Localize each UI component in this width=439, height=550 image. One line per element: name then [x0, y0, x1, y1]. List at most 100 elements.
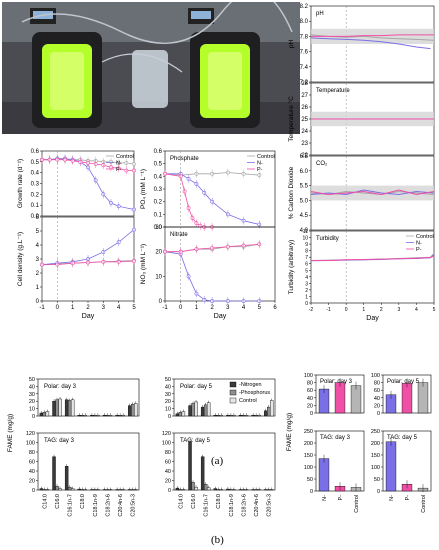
ph-series-P--line — [311, 34, 434, 37]
fame-polar-d5-ytick-label: 50 — [165, 377, 171, 383]
fame-total-tag-d5-category-label: N- — [389, 495, 395, 501]
nitrate-annotation: Nitrate — [170, 232, 188, 238]
fame-polar-d3-bar--Nitrogen — [39, 412, 44, 417]
turbidity-ytick-label: 0 — [305, 301, 308, 307]
fame-tag-d3-ytick-label: 40 — [29, 469, 35, 475]
caption-b: (b) — [211, 534, 224, 546]
fame-polar-d5-bar--Phosphorus — [191, 403, 195, 417]
fame-tag-d3-ytick-label: 80 — [29, 450, 35, 456]
fame-tag-d3-bar--Phosphorus — [55, 486, 59, 491]
fame-tag-d3-category-label: C16:1n-7 — [68, 494, 74, 517]
fame-tag-d5-category-label: C14:0 — [178, 494, 184, 509]
temperature-ylabel: Temperature °C — [287, 96, 295, 142]
density-ylabel: Cell density (g.L⁻¹) — [17, 232, 24, 286]
fame-polar-d5-bar--Nitrogen — [188, 405, 192, 417]
fame-tag-d3-bar--Phosphorus — [67, 486, 72, 491]
fame-legend-label: -Nitrogen — [239, 382, 262, 388]
fame-total-tag-d5-ytick-label: 0 — [377, 489, 380, 495]
fame-polar-d3-label: Polar: day 3 — [44, 384, 77, 390]
turbidity-xtick-label: 2 — [380, 307, 383, 313]
fame-tag-d3-category-label: C18:2n-6 — [105, 494, 111, 517]
growth-legend-label: N- — [116, 161, 122, 167]
nitrate-xlabel: Day — [214, 313, 227, 320]
growth-ytick-label: 0.6 — [31, 149, 40, 155]
fame-tag-d3-label: TAG: day 3 — [44, 438, 75, 444]
fame-polar-d5-bar--Nitrogen — [226, 415, 230, 417]
fame-tag-d5-bar-Control — [206, 487, 211, 491]
turbidity-ytick-label: 8 — [305, 249, 308, 255]
temperature-ytick-label: 27 — [301, 93, 308, 99]
fame-polar-d5-bar-Control — [257, 415, 261, 417]
fame-polar-d3-bar--Phosphorus — [105, 415, 110, 417]
turbidity-legend-label: P- — [416, 247, 422, 253]
fame-total-polar-d5-ytick-label: 60 — [374, 388, 380, 394]
fame-total-tag-d3-category-label: N- — [322, 495, 328, 501]
turbidity-xtick-label: -2 — [309, 307, 314, 313]
fame-polar-d5-ytick-label: 0 — [168, 414, 171, 420]
turbidity-ytick-label: 9 — [305, 242, 308, 248]
fame-polar-d3-ytick-label: 20 — [29, 399, 35, 405]
co2-ytick-label: 5.0 — [300, 198, 309, 204]
fame-tag-d5-bar--Nitrogen — [188, 441, 192, 491]
fame-polar-d3-ytick-label: 10 — [29, 407, 35, 413]
fame-polar-d5-frame — [173, 378, 276, 417]
turbidity-xtick-label: 4 — [415, 307, 418, 313]
fame-polar-d3-bar--Nitrogen — [102, 415, 107, 417]
turbidity-legend-label: N- — [416, 241, 422, 247]
fame-tag-d5-ytick-label: 100 — [162, 441, 171, 447]
ph-ytick-label: 7.6 — [300, 50, 309, 56]
fame-tag-d3-bar--Nitrogen — [64, 466, 69, 491]
fame-polar-d5-bar-Control — [244, 415, 249, 417]
fame-polar-d5-bar--Nitrogen — [251, 415, 255, 417]
fame-polar-d3-bar-Control — [70, 399, 75, 417]
fame-polar-d5-label: Polar: day 5 — [180, 384, 213, 390]
ph-ytick-label: 7.8 — [300, 34, 309, 40]
fame-total-tag-d3-ytick-label: 200 — [304, 441, 313, 447]
fame-total-tag-d5-ytick-label: 150 — [371, 453, 380, 459]
fame-tag-d5-bar--Nitrogen — [213, 488, 217, 491]
fame-tag-d5-bar--Phosphorus — [203, 484, 208, 491]
density-xtick-label: 3 — [102, 305, 106, 311]
fame-polar-d5-ytick-label: 20 — [165, 399, 171, 405]
fame-polar-d5-bar--Phosphorus — [254, 415, 258, 417]
turbidity-ytick-label: 6 — [305, 262, 308, 268]
fame-tag-d5-bar--Nitrogen — [226, 488, 230, 491]
fame-tag-d5-bar--Phosphorus — [191, 482, 195, 491]
turbidity-xtick-label: 0 — [345, 307, 348, 313]
fame-tag-d3-bar--Nitrogen — [77, 488, 81, 491]
fame-tag-d5-category-label: C16:0 — [191, 494, 197, 509]
turbidity-ytick-label: 1 — [305, 294, 308, 300]
growth-ytick-label: 0.5 — [31, 160, 40, 166]
fame-polar-d3-bar--Phosphorus — [93, 415, 97, 417]
fame-polar-d3-bar--Phosphorus — [67, 400, 72, 417]
fame-total-polar-d3-ytick-label: 100 — [304, 373, 313, 379]
nitrate-series-N--line — [164, 251, 260, 302]
nitrate-xtick-label: 2 — [210, 305, 214, 311]
fame-tag-d3-ytick-label: 20 — [29, 479, 35, 485]
turbidity-ytick-label: 11 — [303, 229, 308, 235]
fame-total-polar-d3-ytick-label: 20 — [307, 403, 313, 409]
phosphate-ytick-label: 0.6 — [154, 149, 163, 155]
turbidity-ytick-label: 4 — [305, 275, 308, 281]
turbidity-xlabel: Day — [366, 315, 379, 322]
fame-polar-d5-ytick-label: 10 — [165, 407, 171, 413]
density-xtick-label: -1 — [39, 305, 45, 311]
co2-ytick-label: 6.0 — [300, 169, 309, 175]
fame-total-tag-d3-category-label: P- — [338, 495, 344, 501]
caption-a: (a) — [211, 455, 224, 467]
fame-polar-d5-bar--Phosphorus — [203, 404, 208, 417]
fame-tag-d5-category-label: C18:1n-9 — [229, 494, 235, 517]
fame-total-polar-d5-ytick-label: 20 — [374, 403, 380, 409]
temperature-ytick-label: 26 — [301, 105, 308, 111]
fame-total-polar-d3-label: Polar: day 3 — [320, 379, 353, 385]
fame-polar-d3-bar--Phosphorus — [80, 415, 84, 417]
phosphate-legend-label: Control — [257, 154, 275, 160]
co2-ytick-label: 6.5 — [300, 154, 309, 160]
fame-total-polar-d3-bar-P- — [334, 382, 346, 414]
fame-total-tag-d3-ytick-label: 100 — [304, 465, 313, 471]
fame-tag-d3-ytick-label: 60 — [29, 460, 35, 466]
fame-total-polar-d3-ytick-label: 0 — [310, 411, 313, 417]
fame-tag-d5-bar--Nitrogen — [175, 487, 180, 491]
phosphate-ytick-label: 0.5 — [154, 162, 163, 168]
ph-annotation: pH — [316, 11, 324, 17]
